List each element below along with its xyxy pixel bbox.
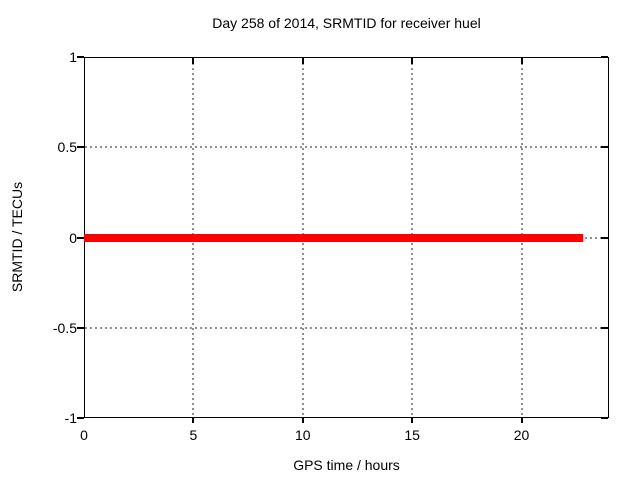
x-tick-mark-top (520, 58, 523, 64)
x-tick-label: 15 (404, 427, 420, 443)
y-tick-mark-right (601, 236, 608, 239)
x-axis-label: GPS time / hours (293, 457, 400, 473)
x-tick-mark-bottom (192, 418, 195, 423)
chart-title: Day 258 of 2014, SRMTID for receiver hue… (212, 15, 481, 31)
y-tick-mark-left (77, 326, 84, 329)
x-tick-mark-bottom (411, 418, 414, 423)
y-tick-mark-right (601, 326, 608, 329)
y-tick-label: -1 (64, 410, 77, 426)
x-tick-mark-top (192, 58, 195, 64)
y-gridline (85, 146, 608, 149)
y-gridline (85, 326, 608, 329)
y-tick-mark-right (601, 146, 608, 149)
y-tick-mark-left (77, 417, 84, 419)
x-tick-mark-bottom (520, 418, 523, 423)
data-line-srmtid (84, 233, 583, 242)
x-tick-mark-bottom (301, 418, 304, 423)
y-tick-mark-right (601, 417, 608, 419)
y-tick-mark-right (601, 56, 608, 58)
y-tick-mark-left (77, 236, 84, 239)
x-tick-label: 20 (513, 427, 530, 443)
y-tick-label: 0.5 (57, 139, 77, 156)
x-tick-label: 5 (189, 427, 198, 443)
y-tick-mark-left (77, 56, 84, 58)
y-tick-label: 0 (69, 229, 77, 246)
y-tick-label: -0.5 (52, 319, 77, 336)
x-tick-label: 10 (294, 427, 311, 443)
y-tick-label: 1 (69, 49, 77, 65)
x-tick-mark-top (301, 58, 304, 64)
x-tick-label: 0 (80, 427, 88, 443)
y-tick-mark-left (77, 146, 84, 149)
x-tick-mark-top (411, 58, 414, 64)
